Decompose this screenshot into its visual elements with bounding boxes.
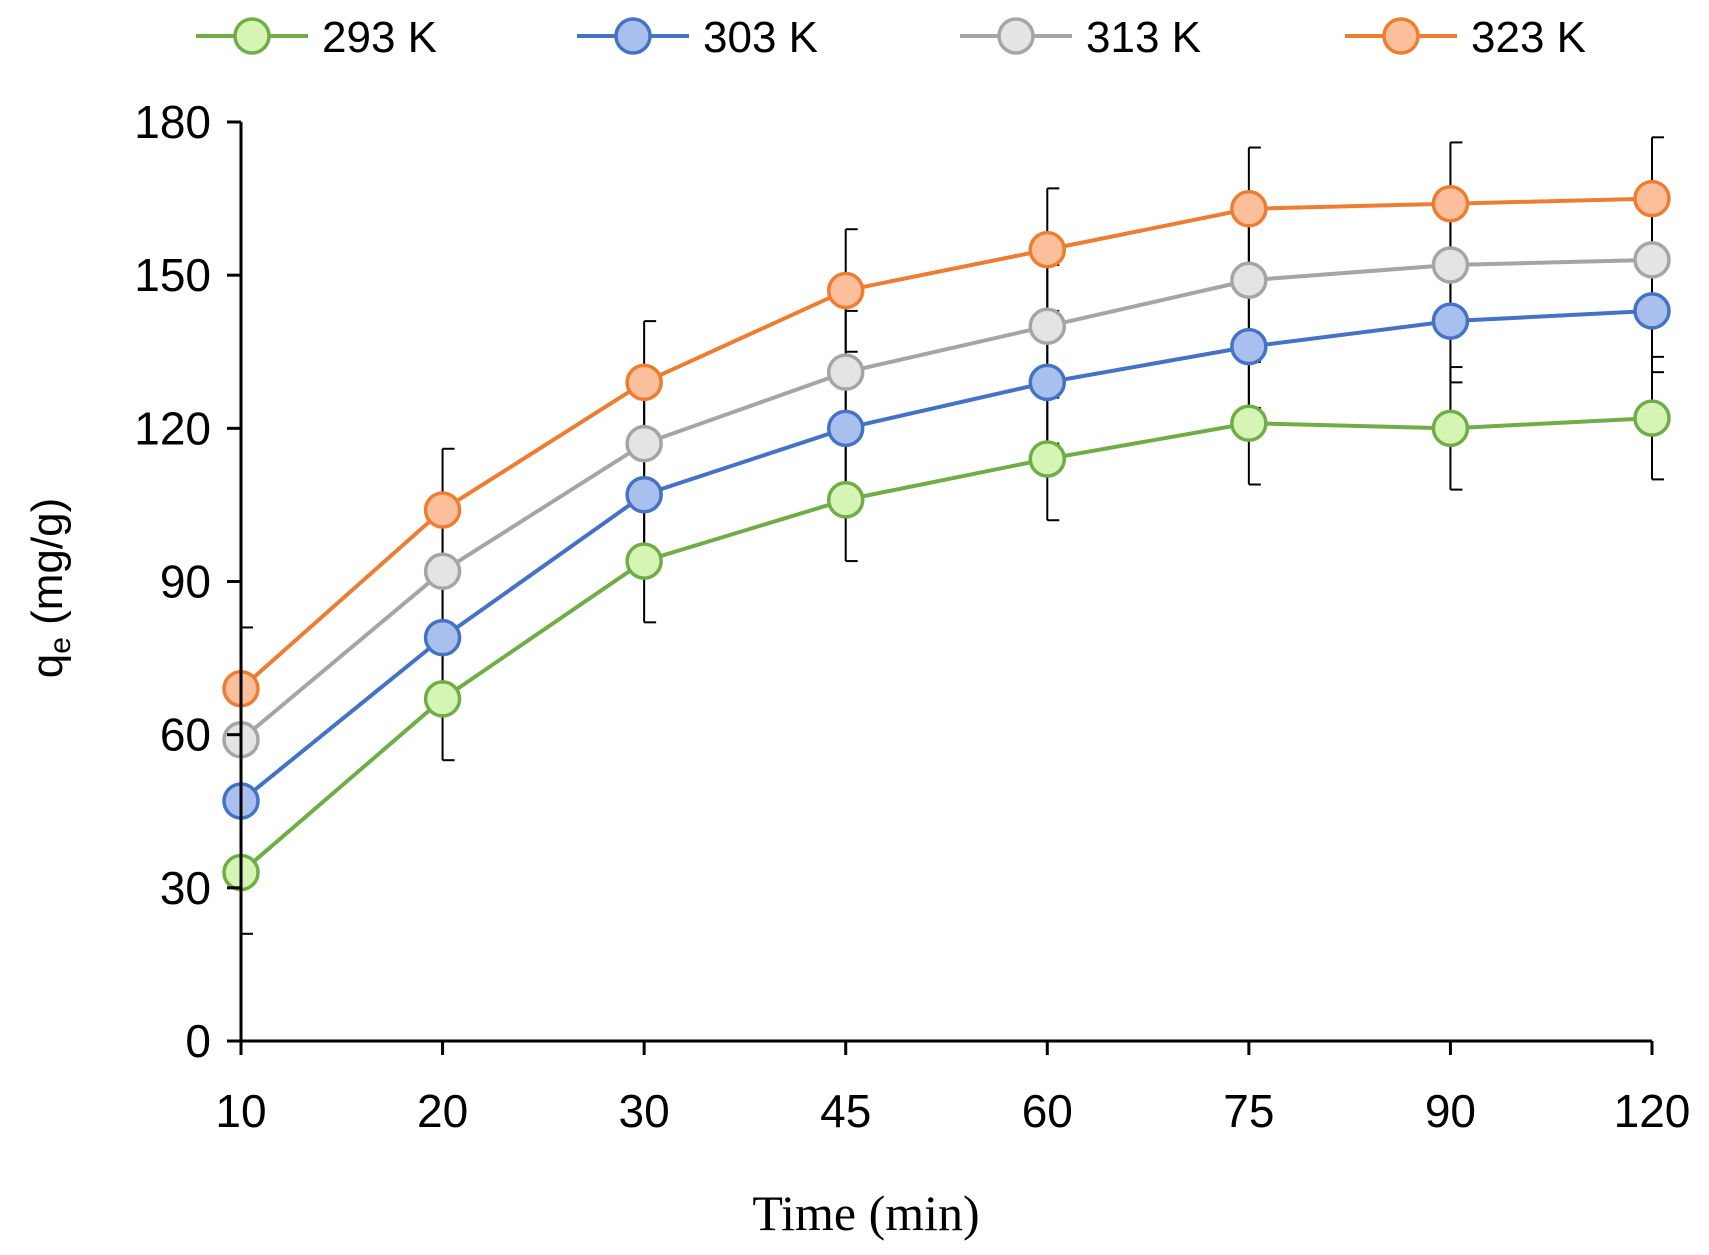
legend-item: 313 K — [960, 13, 1201, 62]
y-axis-label-unit: (mg/g) — [23, 498, 72, 637]
legend-label: 323 K — [1471, 13, 1586, 62]
data-point — [1431, 409, 1470, 448]
data-point — [1633, 292, 1671, 330]
data-point — [1431, 302, 1470, 340]
series-line-3 — [239, 196, 1653, 691]
data-point — [423, 552, 462, 591]
data-point — [423, 618, 462, 657]
y-tick-label: 150 — [134, 249, 211, 301]
x-tick-label: 60 — [1022, 1085, 1073, 1137]
x-tick-label: 10 — [215, 1085, 266, 1137]
data-point — [1633, 241, 1671, 279]
y-axis-label: qe (mg/g) — [23, 498, 77, 679]
legend-item: 293 K — [196, 13, 437, 62]
data-point — [1230, 261, 1268, 300]
series-markers — [222, 179, 1671, 892]
y-tick-label: 30 — [160, 862, 211, 914]
y-tick-label: 0 — [185, 1015, 211, 1067]
data-point — [1028, 440, 1067, 478]
legend-item: 303 K — [577, 13, 818, 62]
data-point — [1431, 184, 1470, 223]
x-tick-labels: 10 20 30 45 60 75 90 120 — [215, 1085, 1690, 1137]
legend-marker — [614, 17, 652, 55]
data-point — [1028, 363, 1067, 402]
data-point — [423, 680, 462, 718]
y-tick-labels: 0 30 60 90 120 150 180 — [134, 96, 211, 1067]
legend-marker — [233, 17, 271, 55]
data-point — [423, 491, 462, 529]
y-axis-label-sub: e — [44, 637, 77, 654]
data-point — [826, 481, 865, 519]
legend-label: 313 K — [1086, 13, 1201, 62]
data-point — [826, 353, 865, 391]
data-point — [625, 363, 663, 402]
x-tick-label: 120 — [1614, 1085, 1691, 1137]
data-point — [1230, 404, 1268, 442]
series-line-2 — [239, 257, 1653, 742]
data-point — [1230, 190, 1268, 228]
legend-label: 293 K — [322, 13, 437, 62]
legend-marker — [997, 17, 1035, 55]
x-tick-label: 20 — [417, 1085, 468, 1137]
legend: 293 K 303 K 313 K 323 K — [196, 13, 1586, 62]
data-point — [1028, 307, 1067, 345]
data-point — [826, 409, 865, 448]
series-line-0 — [239, 416, 1653, 875]
series-line-1 — [239, 308, 1653, 803]
axes — [227, 120, 1654, 1055]
y-tick-label: 90 — [160, 556, 211, 608]
y-tick-label: 180 — [134, 96, 211, 148]
data-point — [1431, 246, 1470, 284]
x-tick-label: 75 — [1223, 1085, 1274, 1137]
y-axis-label-main: q — [23, 654, 72, 678]
y-tick-label: 60 — [160, 709, 211, 761]
legend-marker — [1382, 17, 1420, 55]
data-point — [625, 475, 663, 514]
data-point — [826, 271, 865, 310]
x-tick-label: 30 — [619, 1085, 670, 1137]
legend-item: 323 K — [1345, 13, 1586, 62]
x-tick-label: 45 — [820, 1085, 871, 1137]
data-point — [625, 542, 663, 580]
series-lines — [239, 196, 1653, 875]
data-point — [1028, 230, 1067, 269]
data-point — [1633, 179, 1671, 218]
data-point — [625, 424, 663, 463]
x-axis-label: Time (min) — [752, 1185, 979, 1241]
x-tick-label: 90 — [1425, 1085, 1476, 1137]
data-point — [1230, 327, 1268, 366]
y-tick-label: 120 — [134, 402, 211, 454]
data-point — [1633, 399, 1671, 437]
legend-label: 303 K — [703, 13, 818, 62]
